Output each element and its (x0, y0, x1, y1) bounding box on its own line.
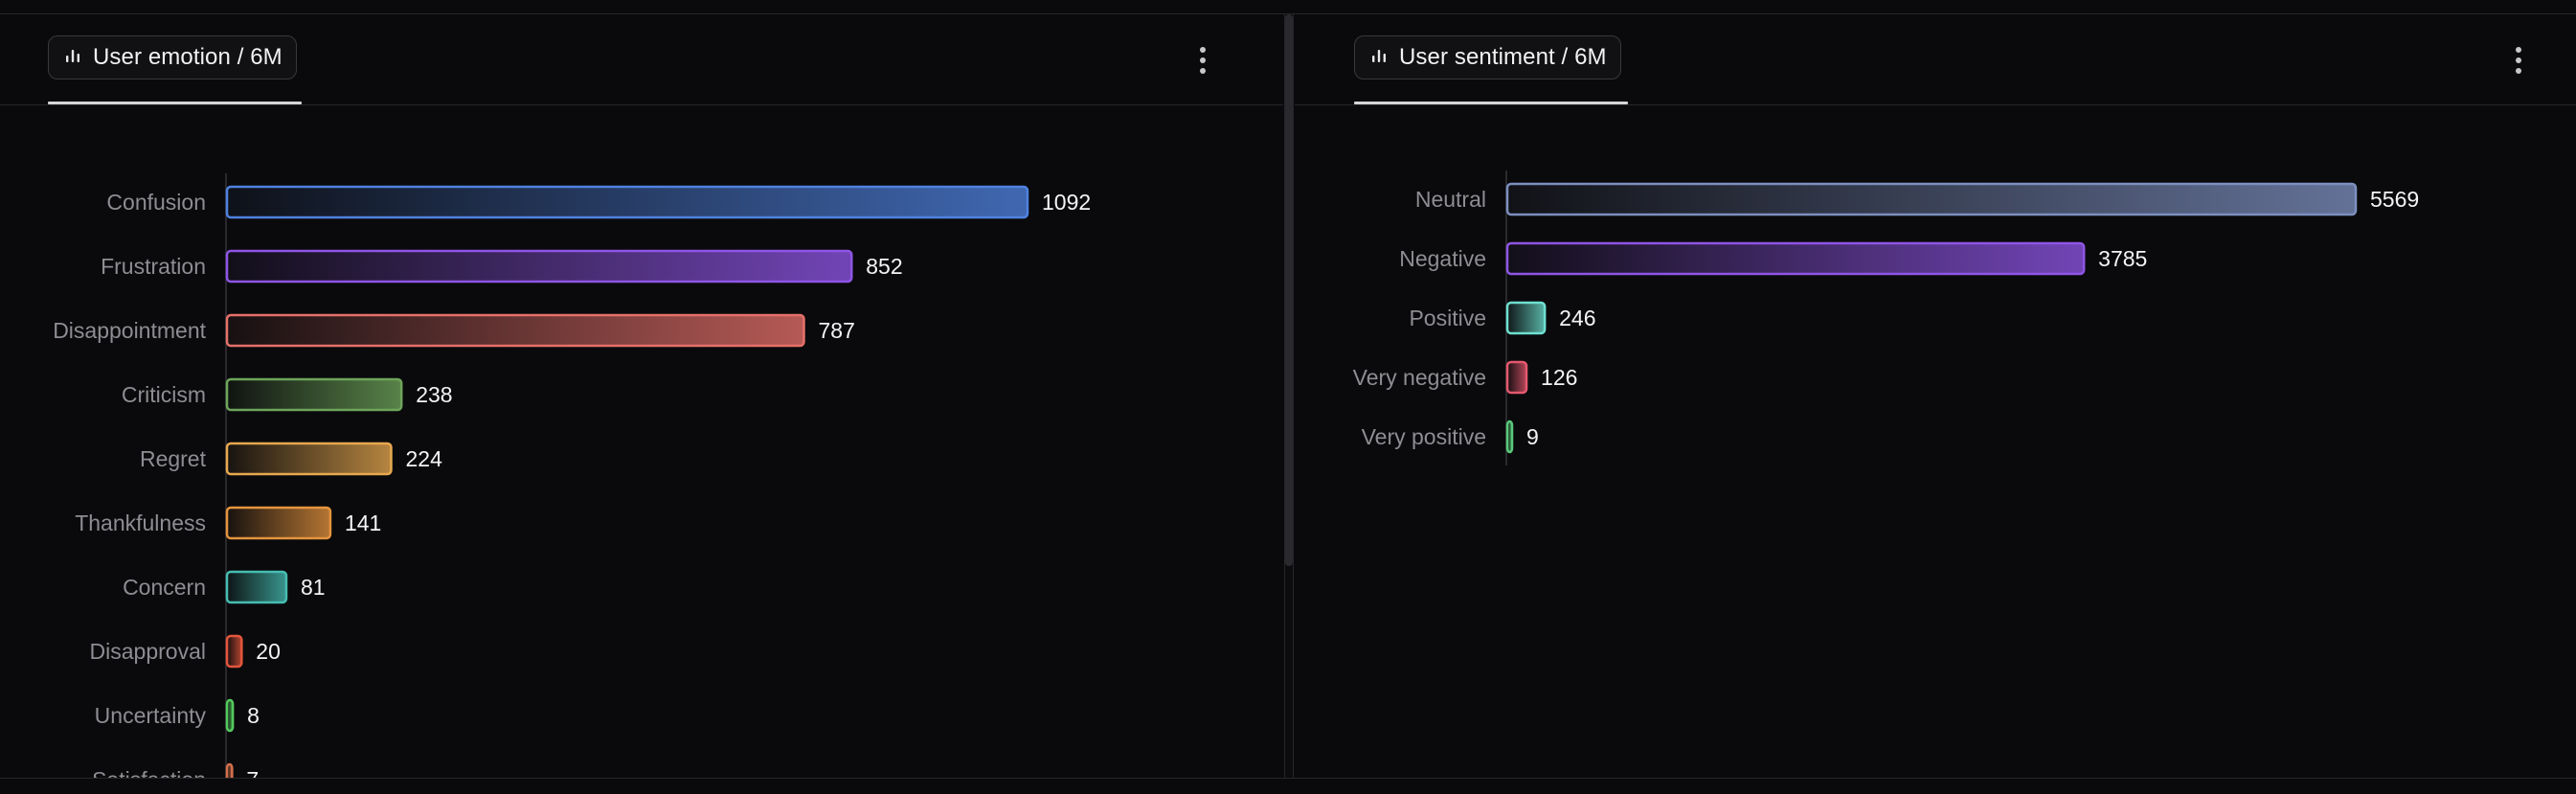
bar-chart-icon (1370, 47, 1388, 69)
category-label-confusion: Confusion (106, 190, 206, 215)
category-label-concern: Concern (123, 575, 206, 600)
bar-disapproval[interactable] (225, 634, 243, 669)
sentiment-tab-title: User sentiment / 6M (1399, 44, 1607, 70)
sentiment-panel-header: User sentiment / 6M (1295, 14, 2576, 105)
emotion-panel-header: User emotion / 6M (0, 14, 1283, 105)
scrollbar-thumb[interactable] (1285, 14, 1293, 566)
bar-neutral[interactable] (1505, 182, 2358, 216)
value-label-criticism: 238 (416, 382, 452, 407)
category-label-uncertainty: Uncertainty (95, 703, 207, 728)
bar-positive[interactable] (1505, 301, 1547, 335)
category-label-thankfulness: Thankfulness (75, 510, 206, 535)
category-label-criticism: Criticism (122, 382, 206, 407)
value-label-positive: 246 (1559, 306, 1595, 330)
sentiment-tab[interactable]: User sentiment / 6M (1354, 35, 1621, 79)
emotion-tab-title: User emotion / 6M (93, 44, 282, 70)
emotion-panel: User emotion / 6M Confusion 1092 Frustrati… (0, 14, 1283, 778)
bar-chart-icon (64, 47, 81, 69)
category-label-satisfaction: Satisfaction (92, 767, 206, 778)
value-label-uncertainty: 8 (247, 703, 260, 728)
bar-concern[interactable] (225, 570, 288, 604)
value-label-very-negative: 126 (1541, 365, 1577, 390)
more-vertical-icon[interactable] (1188, 41, 1217, 79)
bar-uncertainty[interactable] (225, 698, 235, 733)
more-vertical-icon[interactable] (2504, 41, 2533, 79)
emotion-tab-underline (48, 102, 302, 104)
bar-regret[interactable] (225, 442, 393, 476)
category-label-regret: Regret (140, 446, 207, 471)
category-label-negative: Negative (1399, 246, 1486, 271)
category-label-neutral: Neutral (1415, 187, 1486, 212)
value-label-confusion: 1092 (1042, 190, 1091, 215)
bar-negative[interactable] (1505, 241, 2086, 276)
top-border (0, 0, 2576, 14)
sentiment-tab-underline (1354, 102, 1628, 104)
value-label-disapproval: 20 (256, 639, 281, 664)
category-label-very-negative: Very negative (1353, 365, 1486, 390)
value-label-negative: 3785 (2098, 246, 2147, 271)
bar-frustration[interactable] (225, 249, 853, 284)
sentiment-bar-chart: Neutral 5569 Negative 3785 Positive 246 Very n… (1353, 170, 2419, 465)
category-label-disappointment: Disappointment (53, 318, 206, 343)
category-label-disapproval: Disapproval (90, 639, 206, 664)
bar-very-negative[interactable] (1505, 360, 1528, 395)
value-label-disappointment: 787 (819, 318, 855, 343)
bar-thankfulness[interactable] (225, 506, 332, 540)
value-label-satisfaction: 7 (246, 767, 259, 778)
value-label-very-positive: 9 (1526, 424, 1539, 449)
value-label-frustration: 852 (866, 254, 902, 279)
bar-criticism[interactable] (225, 377, 403, 412)
category-label-frustration: Frustration (101, 254, 206, 279)
bar-disappointment[interactable] (225, 313, 805, 348)
category-label-very-positive: Very positive (1362, 424, 1486, 449)
bar-confusion[interactable] (225, 185, 1029, 219)
sentiment-panel: User sentiment / 6M Neutral 5569 Negative 3… (1295, 14, 2576, 778)
category-label-positive: Positive (1409, 306, 1486, 330)
bar-satisfaction[interactable] (225, 762, 234, 778)
value-label-regret: 224 (405, 446, 442, 471)
bar-very-positive[interactable] (1505, 420, 1514, 454)
value-label-concern: 81 (301, 575, 326, 600)
bottom-border (0, 778, 2576, 794)
emotion-bar-chart: Confusion 1092 Frustration 852 Disappointmen… (53, 173, 1091, 778)
value-label-neutral: 5569 (2370, 187, 2419, 212)
emotion-tab[interactable]: User emotion / 6M (48, 35, 297, 79)
value-label-thankfulness: 141 (345, 510, 381, 535)
